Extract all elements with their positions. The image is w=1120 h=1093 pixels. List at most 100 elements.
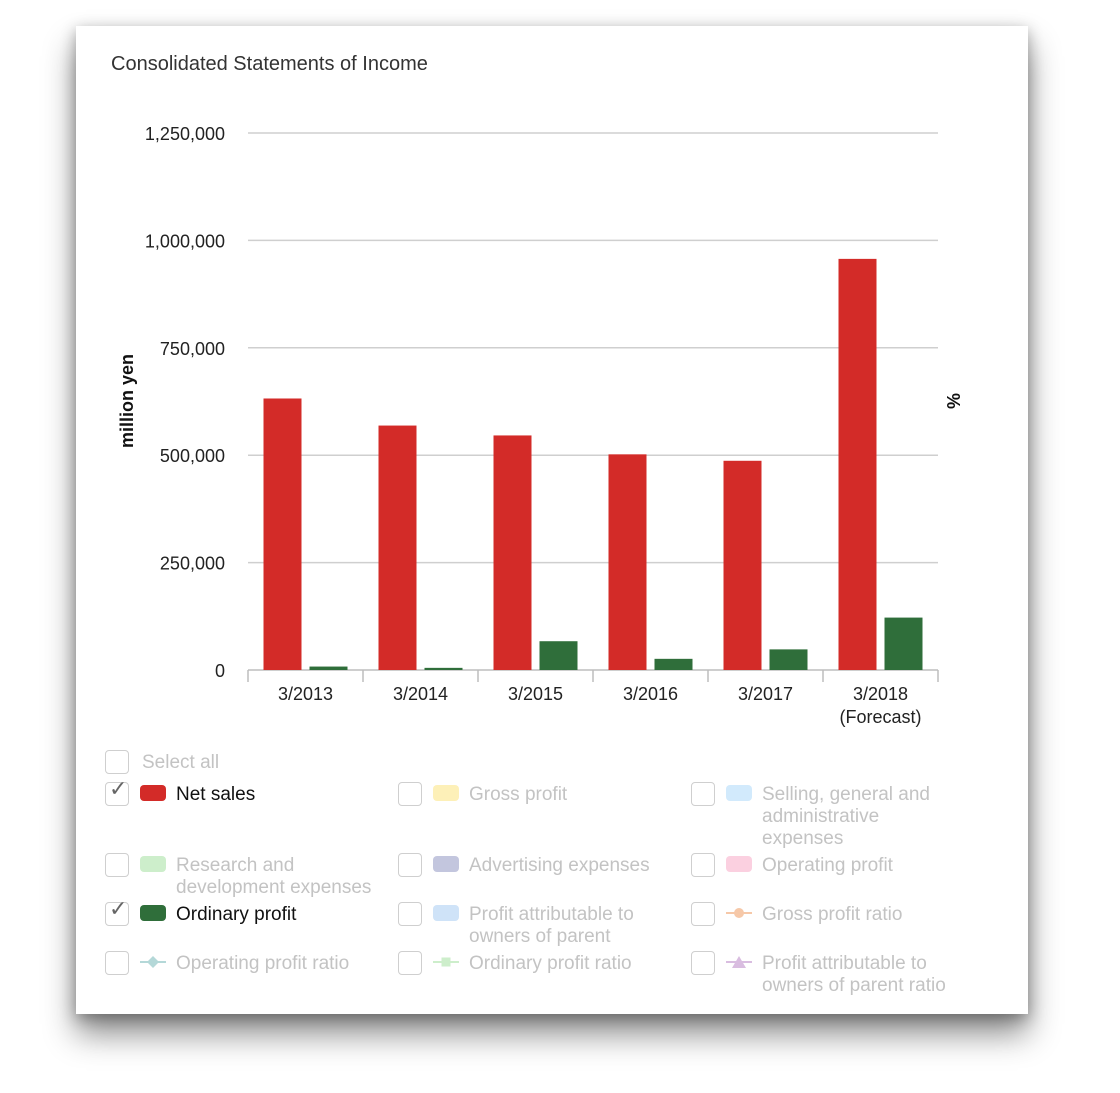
bar-net-sales bbox=[493, 435, 532, 670]
legend-label-line: Gross profit ratio bbox=[762, 904, 903, 925]
bar-ordinary-profit bbox=[539, 641, 578, 670]
legend-swatch-icon bbox=[140, 905, 166, 921]
y-tick-label: 1,000,000 bbox=[145, 231, 225, 251]
legend-label-line: expenses bbox=[762, 828, 844, 849]
legend-swatch-icon bbox=[726, 954, 752, 970]
legend-label: Profit attributable to owners of parent bbox=[469, 904, 634, 948]
legend-label-line: Selling, general and bbox=[762, 784, 930, 805]
x-tick-label: 3/2017 bbox=[738, 684, 793, 704]
y-tick-label: 0 bbox=[215, 661, 225, 681]
bar-net-sales bbox=[263, 398, 302, 670]
circle-marker-icon bbox=[734, 908, 744, 918]
legend-item[interactable]: Operating profit bbox=[691, 853, 893, 877]
chart-card: Consolidated Statements of Income 0 250,0… bbox=[76, 26, 1028, 1014]
legend-swatch-icon bbox=[140, 954, 166, 970]
legend-label-line: Ordinary profit bbox=[176, 904, 297, 925]
bar-ordinary-profit bbox=[884, 617, 923, 670]
legend-swatch-icon bbox=[726, 785, 752, 801]
y-axis-label: million yen bbox=[117, 354, 137, 448]
select-all-label: Select all bbox=[142, 752, 220, 773]
legend-swatch-icon bbox=[433, 785, 459, 801]
x-tick-label: 3/2014 bbox=[393, 684, 448, 704]
legend-label: Net sales bbox=[176, 784, 255, 806]
legend-label-line: owners of parent ratio bbox=[762, 975, 946, 996]
x-tick-label: 3/2016 bbox=[623, 684, 678, 704]
legend-item[interactable]: Selling, general and administrative expens… bbox=[691, 782, 930, 850]
legend: Select all ✓ Net sales Gross profit Selling… bbox=[76, 26, 1028, 1014]
legend-label-line: Operating profit ratio bbox=[176, 953, 350, 974]
legend-checkbox[interactable]: ✓ bbox=[105, 897, 129, 926]
bar-ordinary-profit bbox=[769, 649, 808, 670]
bar-net-sales bbox=[838, 258, 877, 670]
legend-checkbox[interactable] bbox=[398, 902, 422, 926]
legend-swatch-icon bbox=[433, 905, 459, 921]
legend-swatch-icon bbox=[726, 856, 752, 872]
legend-item[interactable]: ✓ Ordinary profit bbox=[105, 897, 296, 926]
y-tick-label: 500,000 bbox=[160, 446, 225, 466]
legend-item[interactable]: ✓ Net sales bbox=[105, 779, 255, 806]
select-all[interactable]: Select all bbox=[105, 750, 220, 774]
legend-checkbox[interactable] bbox=[691, 853, 715, 877]
legend-label-line: Ordinary profit ratio bbox=[469, 953, 632, 974]
legend-checkbox[interactable] bbox=[398, 853, 422, 877]
legend-label: Ordinary profit bbox=[176, 904, 296, 926]
legend-label-line: Operating profit bbox=[762, 855, 893, 876]
legend-swatch-icon bbox=[726, 905, 752, 921]
square-marker-icon bbox=[441, 957, 451, 967]
legend-checkbox[interactable] bbox=[691, 951, 715, 975]
bar-net-sales bbox=[608, 454, 647, 670]
chart-title: Consolidated Statements of Income bbox=[111, 53, 428, 75]
legend-label: Gross profit bbox=[469, 784, 567, 806]
legend-label-line: administrative bbox=[762, 806, 880, 827]
legend-item[interactable]: Profit attributable to owners of parent bbox=[398, 902, 634, 948]
bar-ordinary-profit bbox=[424, 667, 463, 670]
legend-item[interactable]: Ordinary profit ratio bbox=[398, 951, 632, 975]
x-tick-label: (Forecast) bbox=[839, 707, 921, 727]
legend-label: Gross profit ratio bbox=[762, 904, 902, 926]
y-tick-label: 750,000 bbox=[160, 339, 225, 359]
legend-label-line: Profit attributable to bbox=[762, 953, 927, 974]
y-tick-label: 250,000 bbox=[160, 554, 225, 574]
y-tick-label: 1,250,000 bbox=[145, 124, 225, 144]
x-tick-label: 3/2013 bbox=[278, 684, 333, 704]
legend-checkbox[interactable] bbox=[105, 853, 129, 877]
legend-label-line: Research and bbox=[176, 855, 295, 876]
legend-label: Research and development expenses bbox=[176, 855, 371, 899]
legend-label-line: Advertising expenses bbox=[469, 855, 650, 876]
legend-item[interactable]: Profit attributable to owners of parent r… bbox=[691, 951, 946, 997]
x-tick-label: 3/2018 bbox=[853, 684, 908, 704]
bar-ordinary-profit bbox=[654, 658, 693, 670]
legend-label-line: owners of parent bbox=[469, 926, 611, 947]
legend-checkbox[interactable] bbox=[398, 951, 422, 975]
legend-item[interactable]: Operating profit ratio bbox=[105, 951, 350, 975]
legend-label-line: Gross profit bbox=[469, 784, 568, 805]
legend-item[interactable]: Research and development expenses bbox=[105, 853, 371, 899]
legend-label-line: development expenses bbox=[176, 877, 372, 898]
legend-swatch-icon bbox=[433, 856, 459, 872]
legend-item[interactable]: Gross profit ratio bbox=[691, 902, 902, 926]
legend-label: Advertising expenses bbox=[469, 855, 650, 877]
legend-label-line: Profit attributable to bbox=[469, 904, 634, 925]
legend-item[interactable]: Advertising expenses bbox=[398, 853, 650, 877]
select-all-checkbox[interactable] bbox=[105, 750, 129, 774]
bar-ordinary-profit bbox=[309, 666, 348, 670]
bar-net-sales bbox=[378, 425, 417, 670]
legend-swatch-icon bbox=[140, 785, 166, 801]
legend-checkbox[interactable]: ✓ bbox=[105, 779, 129, 806]
legend-label: Selling, general and administrative expens… bbox=[762, 784, 930, 850]
legend-item[interactable]: Gross profit bbox=[398, 782, 567, 806]
legend-checkbox[interactable] bbox=[691, 782, 715, 806]
legend-label-line: Net sales bbox=[176, 784, 256, 805]
legend-label: Ordinary profit ratio bbox=[469, 953, 632, 975]
legend-checkbox[interactable] bbox=[691, 902, 715, 926]
legend-checkbox[interactable] bbox=[105, 951, 129, 975]
diamond-marker-icon bbox=[146, 955, 160, 969]
checkmark-icon: ✓ bbox=[109, 897, 128, 922]
legend-swatch-icon bbox=[433, 954, 459, 970]
triangle-marker-icon bbox=[732, 956, 746, 968]
legend-swatch-icon bbox=[140, 856, 166, 872]
bar-chart: 0 250,000 500,000 750,000 1,000,000 1,250,000… bbox=[117, 124, 963, 727]
legend-checkbox[interactable] bbox=[398, 782, 422, 806]
legend-label: Profit attributable to owners of parent r… bbox=[762, 953, 946, 997]
x-tick-label: 3/2015 bbox=[508, 684, 563, 704]
